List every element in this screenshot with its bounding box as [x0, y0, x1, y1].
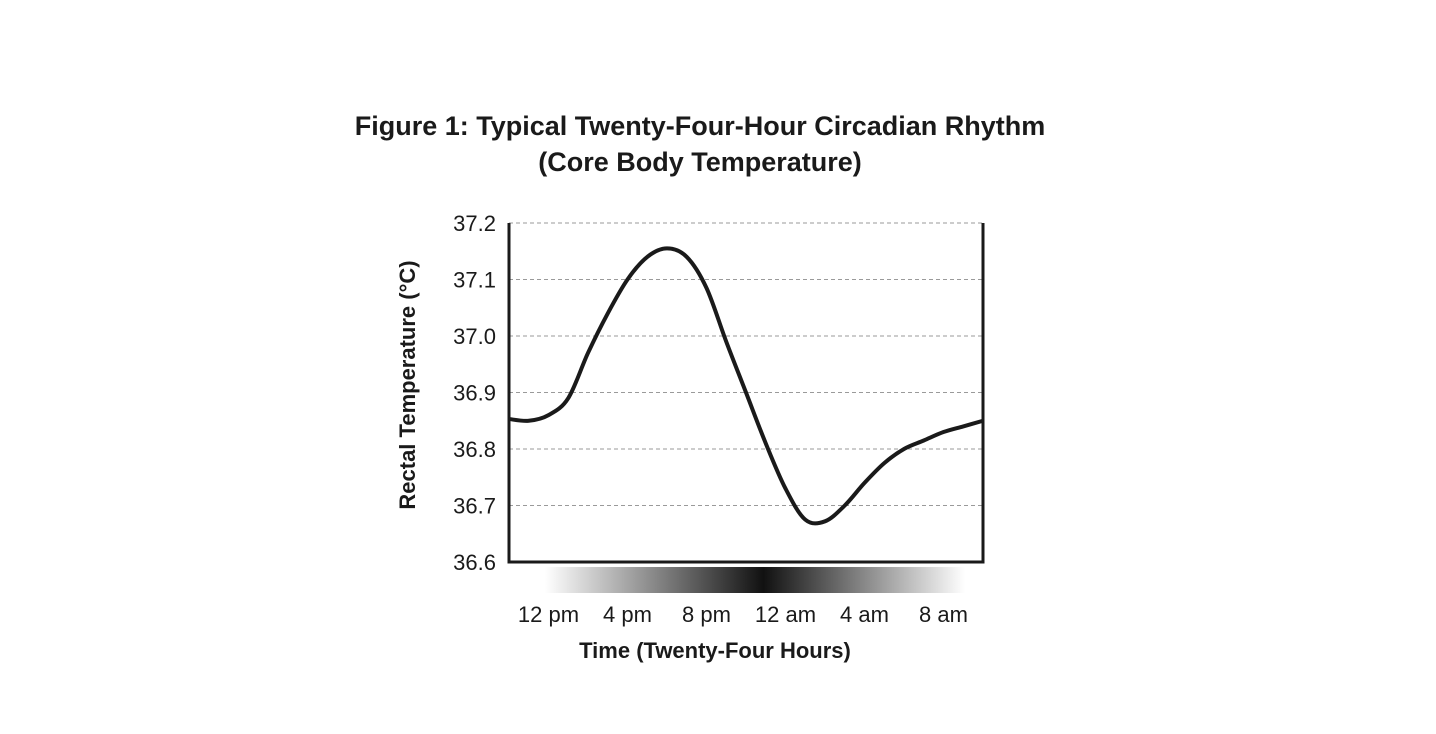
- y-tick-label: 36.8: [453, 437, 496, 462]
- grid-lines: [509, 222, 983, 506]
- y-tick-label: 36.6: [453, 550, 496, 575]
- series-lines: [508, 246, 984, 526]
- x-tick-label: 8 pm: [682, 602, 731, 627]
- y-tick-label: 37.1: [453, 268, 496, 293]
- x-tick-label: 4 am: [840, 602, 889, 627]
- y-tick-label: 37.0: [453, 324, 496, 349]
- chart-title: Figure 1: Typical Twenty-Four-Hour Circa…: [354, 111, 1046, 141]
- y-tick-label: 36.7: [453, 494, 496, 519]
- chart-subtitle: (Core Body Temperature): [538, 147, 862, 177]
- x-tick-label: 12 am: [755, 602, 816, 627]
- day-night-gradient-bar: [545, 567, 965, 593]
- y-tick-label: 36.9: [453, 381, 496, 406]
- x-tick-label: 4 pm: [603, 602, 652, 627]
- chart-title-block: Figure 1: Typical Twenty-Four-Hour Circa…: [0, 108, 1400, 180]
- axes: [507, 223, 985, 564]
- x-tick-label: 12 pm: [518, 602, 579, 627]
- x-tick-label: 8 am: [919, 602, 968, 627]
- y-axis-title: Rectal Temperature (°C): [395, 260, 420, 509]
- temperature-series-line: [508, 246, 984, 526]
- y-tick-labels: 37.2 37.1 37.0 36.9 36.8 36.7 36.6: [453, 211, 496, 575]
- y-tick-label: 37.2: [453, 211, 496, 236]
- x-axis-title: Time (Twenty-Four Hours): [579, 638, 851, 663]
- x-tick-labels: 12 pm 4 pm 8 pm 12 am 4 am 8 am: [518, 602, 968, 627]
